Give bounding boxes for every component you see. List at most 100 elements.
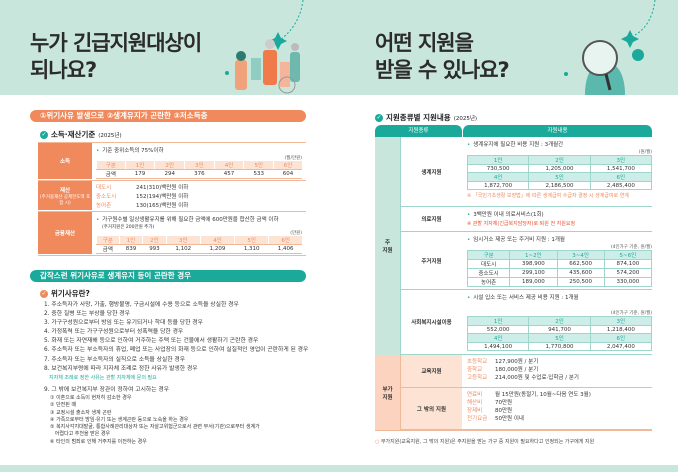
support-item-key: 해산비 [467,400,483,406]
financial-note: (주거지원은 200만원 추가) [102,225,155,230]
table-cell: 1,541,700 [589,164,653,173]
table-row: 1인 2인 3인 [466,155,653,165]
table-cell: 2인 [528,316,591,326]
support-item: 전기요금 50만원 이내 [467,415,652,423]
support-item-value: 127,900원 / 분기 [495,359,539,365]
table-cell: 5인 [528,172,591,182]
crisis-subitem: ⑥ 타인의 범죄로 인해 거주지를 이전하는 경우 [50,438,147,445]
crisis-heading: ✓ 위기사유란? [40,289,90,298]
table-cell: 2,485,400 [589,181,653,190]
table-cell: 250,500 [556,277,605,287]
table-cell: 5인 [528,333,591,343]
property-item: 중소도시 152(194)백만원 이하 [96,193,302,202]
table-row: 대도시 398,900 662,500 874,100 [466,259,653,269]
table-cell: 604 [273,169,302,179]
crisis-subitem: ⑤ 복지사각지대발굴, 통합사례관리대상자 또는 자살고위험군으로서 관련 부서… [50,424,260,431]
support-item: 연료비 월 15만원(동절기, 10월~다음 연도 3월) [467,391,652,399]
table-cell: 435,600 [556,268,605,278]
table-cell: 4인 [199,236,235,245]
table-cell: 993 [142,244,167,254]
table-cell: 금액 [96,169,126,179]
crisis-item: 9. 그 밖에 보건복지부 장관이 정하여 고시하는 경우 [44,386,170,393]
support-row-medical: 의료지원 3백만원 이내 의료서비스(1회) ※ 관할 지자체(긴급복지담당자)로 … [400,207,652,232]
table-cell: 189,000 [509,277,558,287]
property-row: 재산 (주거용재산 공제한도액 포함 시) 대도시 241(310)백만원 이하 중소… [38,181,306,212]
support-item-value: 50만원 이내 [495,416,524,422]
table-row: 농어촌 189,000 250,500 330,000 [466,277,653,287]
table-cell: 구분 [96,161,126,170]
income-bullet: 기준 중위소득의 75%이하 [96,146,302,154]
col-type-header: 지원종류 [375,125,462,137]
financial-row: 금융재산 가구원수별 일상생활유지를 위해 필요한 금액에 600만원을 합산한… [38,212,306,256]
table-cell: 2인 [142,236,167,245]
target-banner: ①위기사유 발생으로 ②생계유지가 곤란한 ③저소득층 [30,110,306,122]
table-cell: 1,872,700 [466,181,530,190]
support-item-key: 중학교 [467,367,483,373]
table-cell: 1,218,400 [589,325,653,334]
check-icon: ✓ [375,113,383,122]
support-values-table: 1인 2인 3인 730,500 1,205,000 1,541,700 4인 5인 6인 1,8… [466,155,653,190]
support-item: 장제비 80만원 [467,407,652,415]
support-label: 교육지원 [400,355,462,387]
spacer [467,302,652,310]
col-content-header: 지원내용 [463,125,652,137]
support-bullet: 3백만원 이내 의료서비스(1회) [467,210,652,218]
support-bullet: 생계유지에 필요한 비용 지원 : 3개월간 [467,140,652,148]
table-row: 금액 179 294 376 457 533 604 [96,169,302,179]
main-support-label: 주 지원 [375,137,400,355]
table-cell: 3인 [589,316,653,326]
support-item-value: 214,000원 및 수업료·입학금 / 분기 [495,375,579,381]
support-item-key: 장제비 [467,408,483,414]
table-row: 금액 839 993 1,102 1,209 1,310 1,406 [96,244,302,254]
table-row: 중소도시 299,100 435,600 574,200 [466,268,653,278]
crisis-banner: 갑작스런 위기사유로 생계유지 등이 곤란한 경우 [30,270,306,282]
table-cell: 6인 [589,333,653,343]
crisis-list: 1. 주소득자가 사망, 가출, 행방불명, 구금시설에 수용 등으로 소득을 … [44,301,308,446]
table-cell: 1,310 [234,244,269,254]
table-cell: 3인 [184,161,215,170]
support-item: 초등학교 127,900원 / 분기 [467,358,652,366]
table-cell: 6인 [273,161,302,170]
table-header-row: 구분 1인 2인 3인 4인 5인 6인 [96,236,302,245]
table-cell: 457 [213,169,244,179]
support-item: 중학교 180,000원 / 분기 [467,366,652,374]
crisis-subitem: ① 이혼으로 소득이 현저히 감소한 경우 [50,394,132,401]
crisis-item: 2. 중한 질병 또는 부상을 당한 경우 [44,311,130,318]
table-cell: 574,200 [603,268,653,278]
support-item-key: 연료비 [467,392,483,398]
support-content: 생계유지에 필요한 비용 지원 : 3개월간(원/월)1인2인3인730,500… [462,137,653,206]
extra-support-label: 부가 지원 [375,355,400,430]
crisis-note: 지자체 조례로 정한 사유는 관할 지자체에 문의 필요 [49,374,157,381]
footer-strip [0,465,678,472]
income-unit: (월/만원) [284,156,302,161]
support-item-value: 70만원 [495,400,513,406]
table-cell: 1인 [466,155,530,165]
property-content: 대도시 241(310)백만원 이하 중소도시 152(194)백만원 이하 농어촌 13… [92,181,306,211]
support-item-value: 80만원 [495,408,513,414]
table-cell: 1~2인 [509,250,558,260]
table-row: 1,494,100 1,770,800 2,047,400 [466,342,653,351]
table-cell: 552,000 [466,325,530,334]
table-cell: 376 [184,169,215,179]
table-cell: 2인 [154,161,185,170]
table-row: 730,500 1,205,000 1,541,700 [466,164,653,173]
table-cell: 1,494,100 [466,342,530,351]
income-table: 구분 1인 2인 3인 4인 5인 6인 금액 179 294 376 457 533 604 [96,161,302,179]
income-row: 소득 기준 중위소득의 75%이하(월/만원)구분1인2인3인4인5인6인금액1… [38,142,306,181]
table-cell: 1,406 [268,244,302,254]
income-label: 소득 [38,143,92,180]
right-title: 어떤 지원을 받을 수 있나요? [375,31,510,82]
table-cell: 대도시 [466,259,511,269]
support-label: 사회복지시설이용 [400,290,462,354]
support-content: 초등학교 127,900원 / 분기 중학교 180,000원 / 분기 고등학교 214… [462,355,652,387]
footnote: ○ 부가지원(교육지원, 그 밖의 지원)은 주지원을 받는 가구 중 지원이 … [375,439,595,445]
property-area: 중소도시 [96,194,117,200]
support-item: 고등학교 214,000원 및 수업료·입학금 / 분기 [467,374,652,382]
crisis-item: 8. 보건복지부령에 따라 지자체 조례로 정한 사유가 발생한 경우 [44,365,198,372]
table-cell: 금액 [96,244,120,254]
header-banner [0,0,678,95]
property-area: 대도시 [96,185,112,191]
support-unit: (4인가구 기준, 원/월) [610,311,652,316]
support-item-key: 전기요금 [467,416,488,422]
support-item-value: 월 15만원(동절기, 10월~다음 연도 3월) [495,392,591,398]
